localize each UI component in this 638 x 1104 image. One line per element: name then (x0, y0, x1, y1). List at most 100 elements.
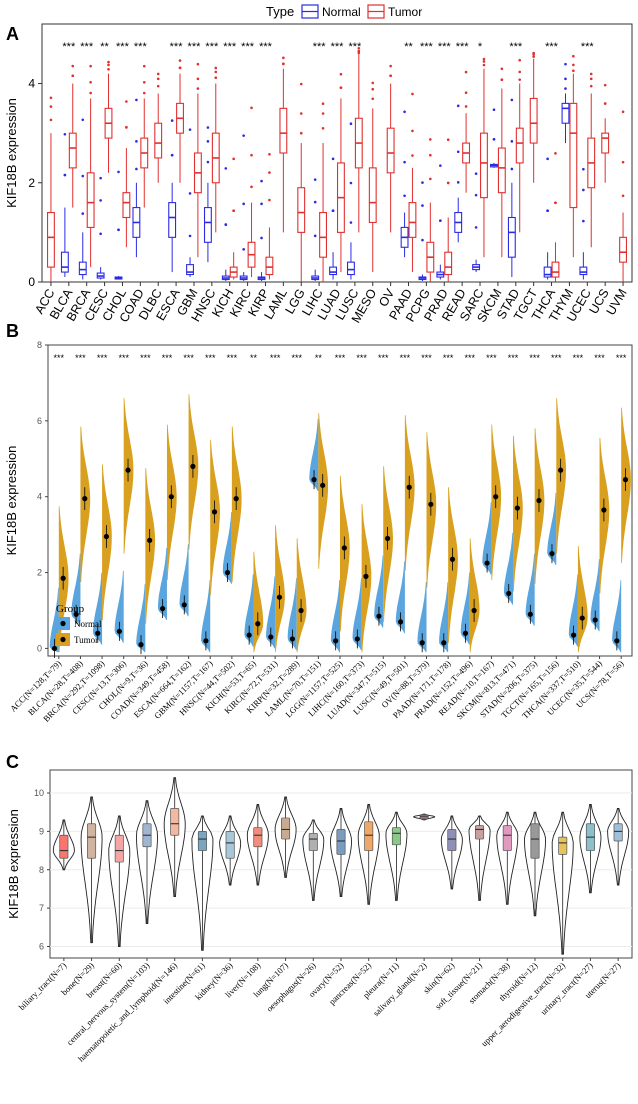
panel-a-box-normal (561, 102, 570, 124)
panel-a-outlier (125, 126, 128, 129)
panel-b-median-normal (289, 636, 296, 642)
panel-b-violin-tumor (210, 439, 220, 596)
panel-b-violin-tumor (123, 398, 134, 554)
panel-a-outlier (474, 172, 478, 175)
panel-a-outlier (299, 131, 303, 135)
panel-b-median-tumor (536, 497, 542, 504)
panel-b-violin-tumor (340, 475, 350, 632)
panel-a-outlier (482, 57, 486, 61)
panel-b-significance: *** (356, 353, 367, 363)
panel-a-outlier (492, 108, 496, 111)
panel-b-significance: *** (227, 353, 238, 363)
panel-a-outlier (156, 84, 160, 88)
panel-b-median-normal (181, 602, 187, 608)
panel-a-outlier (188, 192, 192, 195)
panel-b-median-tumor (255, 621, 261, 627)
panel-a-outlier (242, 202, 245, 206)
panel-a-outlier (492, 137, 496, 141)
panel-a-outlier (299, 112, 303, 115)
panel-b-violin-tumor (188, 394, 199, 550)
panel-a-outlier (564, 62, 567, 66)
panel-c-box (87, 823, 97, 859)
panel-a-outlier (260, 179, 263, 183)
panel-b-ytick-label: 4 (37, 492, 42, 502)
panel-a-outlier (603, 102, 607, 105)
panel-a-outlier (99, 232, 102, 236)
panel-b-significance: *** (378, 353, 389, 363)
panel-b-violin-normal (201, 580, 211, 653)
panel-a-box-tumor (569, 102, 578, 209)
panel-c-box (391, 827, 401, 846)
panel-a-outlier (582, 188, 585, 192)
panel-a-significance: *** (420, 41, 434, 53)
panel-b-violin-tumor (577, 546, 588, 653)
panel-a-outlier (421, 181, 424, 184)
panel-b-significance: *** (594, 353, 605, 363)
panel-a-outlier (156, 77, 160, 81)
panel-b-median-tumor (471, 607, 477, 614)
panel-b-significance: *** (97, 353, 108, 363)
panel-a-outlier (313, 234, 317, 238)
panel-a-outlier (178, 66, 182, 70)
panel-a-outlier (250, 185, 253, 189)
panel-a-outlier (357, 49, 361, 53)
panel-b-legend-tumor-label: Tumor (74, 635, 98, 645)
panel-a-box-normal (186, 264, 194, 276)
panel-b-significance: *** (508, 353, 519, 363)
panel-a-outlier (49, 105, 53, 108)
panel-a-outlier (621, 160, 625, 164)
panel-b-significance: *** (140, 353, 151, 363)
panel-a-outlier (518, 78, 522, 81)
panel-a-outlier (572, 69, 575, 73)
panel-a-box-tumor (386, 127, 395, 174)
panel-a-outlier (170, 153, 174, 157)
panel-a-outlier (518, 58, 522, 62)
panel-c-box (613, 823, 623, 842)
panel-a-significance: * (478, 41, 483, 53)
panel-a-box-tumor (551, 261, 560, 278)
panel-a-box-tumor (619, 236, 628, 263)
panel-a-outlier (81, 118, 85, 122)
panel-a-outlier (117, 228, 120, 232)
panel-c-box (447, 829, 457, 851)
panel-a-box-tumor (265, 256, 274, 276)
panel-a-outlier (572, 63, 575, 67)
panel-a-outlier (546, 157, 549, 161)
panel-c-box (197, 831, 207, 851)
panel-b-median-normal (441, 640, 447, 646)
panel-b-violin-normal (287, 578, 297, 651)
panel-a-significance: *** (509, 41, 523, 53)
panel-b-median-tumor (211, 509, 218, 515)
panel-c-box (225, 831, 235, 859)
panel-label-c: C (6, 752, 19, 772)
panel-a-outlier (89, 64, 92, 68)
panel-a-outlier (242, 248, 245, 251)
panel-a-outlier (518, 70, 522, 74)
panel-c-ytick-label: 6 (39, 941, 44, 951)
panel-b-significance: *** (443, 353, 454, 363)
panel-a-outlier (357, 46, 361, 50)
panel-a-outlier (403, 194, 406, 198)
panel-a-outlier (389, 74, 392, 78)
panel-a-outlier (125, 100, 128, 103)
panel-a-ytick-label: 0 (28, 275, 35, 289)
panel-a-outlier (349, 122, 353, 126)
panel-b-median-tumor (320, 482, 326, 488)
panel-b-median-normal (268, 634, 274, 640)
panel-a-box-normal (203, 207, 212, 243)
panel-b-median-normal (527, 611, 533, 617)
panel-a-significance: *** (188, 41, 202, 53)
panel-a-outlier (439, 164, 442, 167)
panel-a-outlier (63, 132, 67, 136)
panel-a-outlier (456, 181, 460, 184)
panel-a-box-tumor (480, 132, 488, 199)
panel-a-outlier (250, 153, 253, 157)
panel-b-median-normal (354, 636, 360, 642)
panel-a-outlier (321, 102, 325, 106)
panel-a-significance: *** (581, 41, 595, 53)
panel-b-significance: *** (183, 353, 194, 363)
panel-b-violin-tumor (448, 487, 458, 643)
panel-a-significance: *** (259, 41, 273, 53)
panel-b-significance: *** (162, 353, 173, 363)
panel-b-violin: KIF18B expression02468***ACC(N=128,T=79)… (4, 340, 633, 724)
